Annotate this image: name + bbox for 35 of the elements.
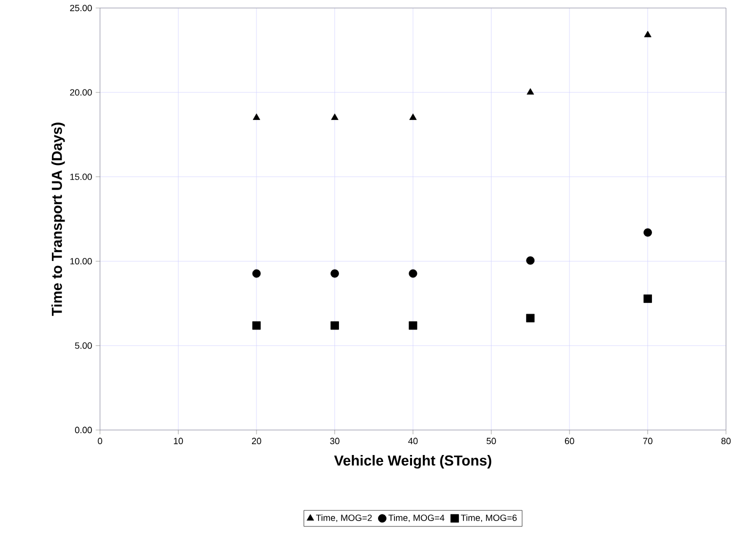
x-tick-label: 20 — [252, 438, 262, 444]
x-tick-label: 40 — [408, 438, 418, 444]
legend-label: Time, MOG=6 — [460, 514, 517, 522]
y-axis-title: Time to Transport UA (Days) — [51, 122, 65, 316]
point — [526, 88, 534, 95]
x-tick-label: 80 — [721, 438, 731, 444]
x-tick-label: 0 — [98, 438, 102, 444]
x-tick-label: 70 — [643, 438, 652, 444]
y-tick-label: 5.00 — [75, 342, 92, 349]
y-tick-label: 15.00 — [70, 174, 92, 180]
x-tick-label: 10 — [174, 438, 183, 444]
y-tick-label: 20.00 — [70, 89, 92, 96]
x-tick-label: 50 — [486, 438, 496, 444]
point — [408, 321, 418, 330]
x-tick-label: 30 — [330, 438, 340, 444]
point — [252, 269, 261, 278]
point — [330, 321, 339, 330]
y-tick-label: 10.00 — [70, 258, 92, 264]
point — [644, 30, 652, 38]
x-tick-label: 60 — [564, 438, 574, 444]
y-tick-label: 0.00 — [75, 426, 92, 434]
point — [644, 294, 652, 303]
legend-label: Time, MOG=4 — [388, 514, 444, 522]
point — [408, 269, 418, 278]
point — [644, 228, 652, 237]
y-tick-label: 25.00 — [70, 4, 92, 12]
point — [331, 114, 338, 120]
point — [330, 269, 339, 278]
point — [526, 314, 535, 322]
point — [252, 321, 261, 330]
x-axis-title: Vehicle Weight (STons) — [334, 455, 492, 469]
point — [409, 114, 417, 120]
point — [252, 114, 260, 120]
legend-label: Time, MOG=2 — [316, 514, 372, 522]
point — [526, 256, 535, 265]
